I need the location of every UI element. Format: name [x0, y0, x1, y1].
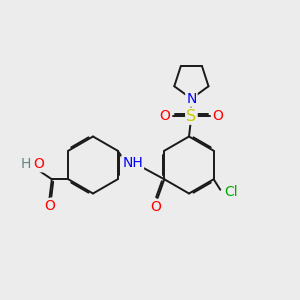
Text: O: O [213, 109, 224, 123]
Text: O: O [44, 199, 55, 213]
Text: Cl: Cl [224, 185, 238, 199]
Text: O: O [159, 109, 170, 123]
Text: O: O [33, 157, 44, 171]
Text: O: O [150, 200, 161, 214]
Text: NH: NH [122, 156, 143, 170]
Text: S: S [186, 109, 197, 124]
Text: H: H [20, 157, 31, 171]
Text: N: N [186, 92, 197, 106]
